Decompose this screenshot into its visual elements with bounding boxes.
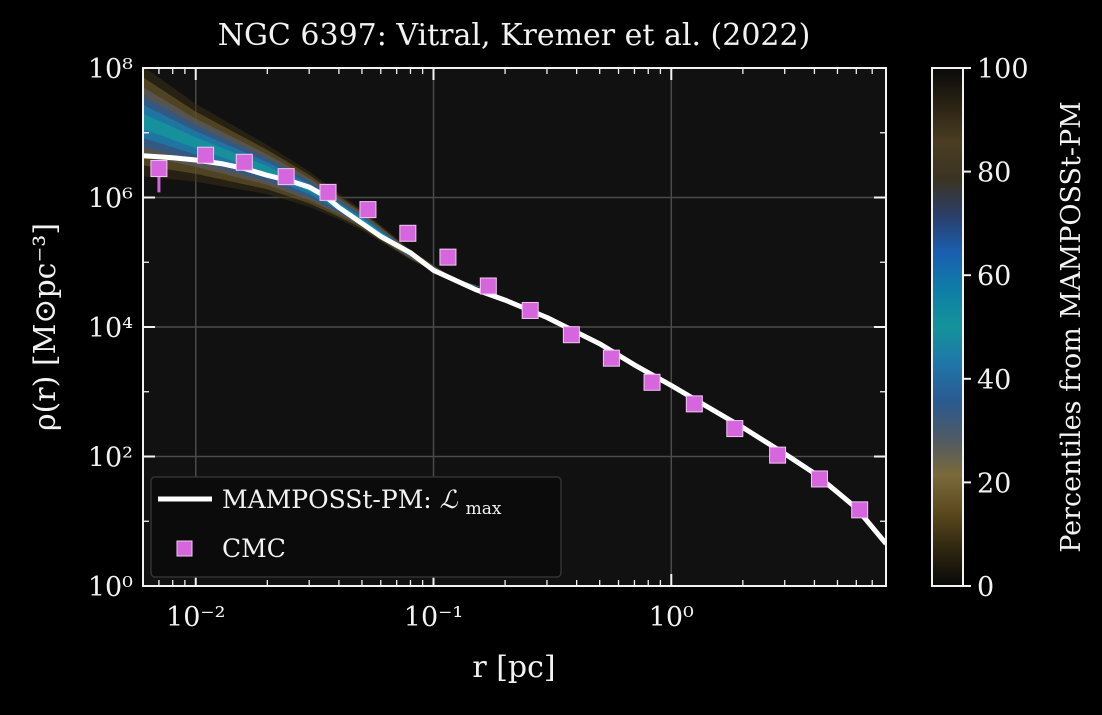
colorbar-tick-label: 0: [977, 572, 994, 603]
cmc-point: [685, 395, 703, 413]
colorbar-tick-label: 80: [977, 158, 1011, 189]
legend-label-line: MAMPOSSt-PM: ℒ max: [222, 485, 502, 519]
cmc-point: [769, 446, 787, 464]
chart-title: NGC 6397: Vitral, Kremer et al. (2022): [218, 18, 811, 53]
colorbar-tick-label: 60: [977, 261, 1011, 292]
legend-label-cmc: CMC: [222, 534, 286, 563]
colorbar-tick-label: 20: [977, 468, 1011, 499]
cmc-point: [399, 224, 417, 242]
cmc-point: [726, 420, 744, 438]
cmc-point: [810, 470, 828, 488]
cmc-point: [150, 160, 168, 178]
axis-ticks: 10⁻² 10⁻¹ 10⁰ 10⁰ 10² 10⁴ 10⁶ 10⁸: [88, 54, 887, 633]
cmc-point: [359, 201, 377, 219]
y-axis-label: ρ(r) [M⊙pc⁻³]: [28, 223, 63, 431]
percentile-band-layer-5: [143, 113, 489, 290]
cmc-point: [521, 301, 539, 319]
colorbar-ticks: 0 20 40 60 80 100: [963, 54, 1029, 603]
cmc-point: [277, 168, 295, 186]
cmc-point: [851, 501, 869, 519]
cmc-point: [319, 183, 337, 201]
cmc-point: [235, 153, 253, 171]
colorbar-tick-label: 100: [977, 54, 1029, 85]
y-tick-label: 10⁶: [88, 184, 133, 215]
cmc-point: [479, 277, 497, 295]
cmc-point: [439, 248, 457, 266]
x-axis-label: r [pc]: [472, 650, 555, 685]
cmc-point: [602, 349, 620, 367]
y-tick-label: 10⁸: [88, 54, 133, 85]
cmc-point: [562, 326, 580, 344]
y-tick-label: 10²: [88, 443, 133, 474]
cmc-point: [197, 146, 215, 164]
percentile-band-layer-0: [143, 68, 489, 290]
colorbar-tick-label: 40: [977, 365, 1011, 396]
legend-square-symbol: [176, 540, 193, 557]
colorbar-label: Percentiles from MAMPOSSt-PM: [1056, 101, 1087, 553]
colorbar: 0 20 40 60 80 100 Percentiles from MAMPOSSt-P…: [931, 54, 1087, 603]
colorbar-gradient: [932, 68, 963, 586]
x-tick-label: 10⁰: [649, 602, 694, 633]
colorbar-frame: [931, 67, 964, 587]
x-tick-label: 10⁻¹: [404, 602, 463, 633]
y-tick-label: 10⁴: [88, 313, 133, 344]
cmc-points: [150, 146, 869, 519]
legend-box: [150, 476, 562, 578]
y-tick-label: 10⁰: [88, 572, 133, 603]
x-tick-label: 10⁻²: [166, 602, 225, 633]
legend: MAMPOSSt-PM: ℒ max CMC: [150, 476, 562, 578]
cmc-point: [643, 373, 661, 391]
